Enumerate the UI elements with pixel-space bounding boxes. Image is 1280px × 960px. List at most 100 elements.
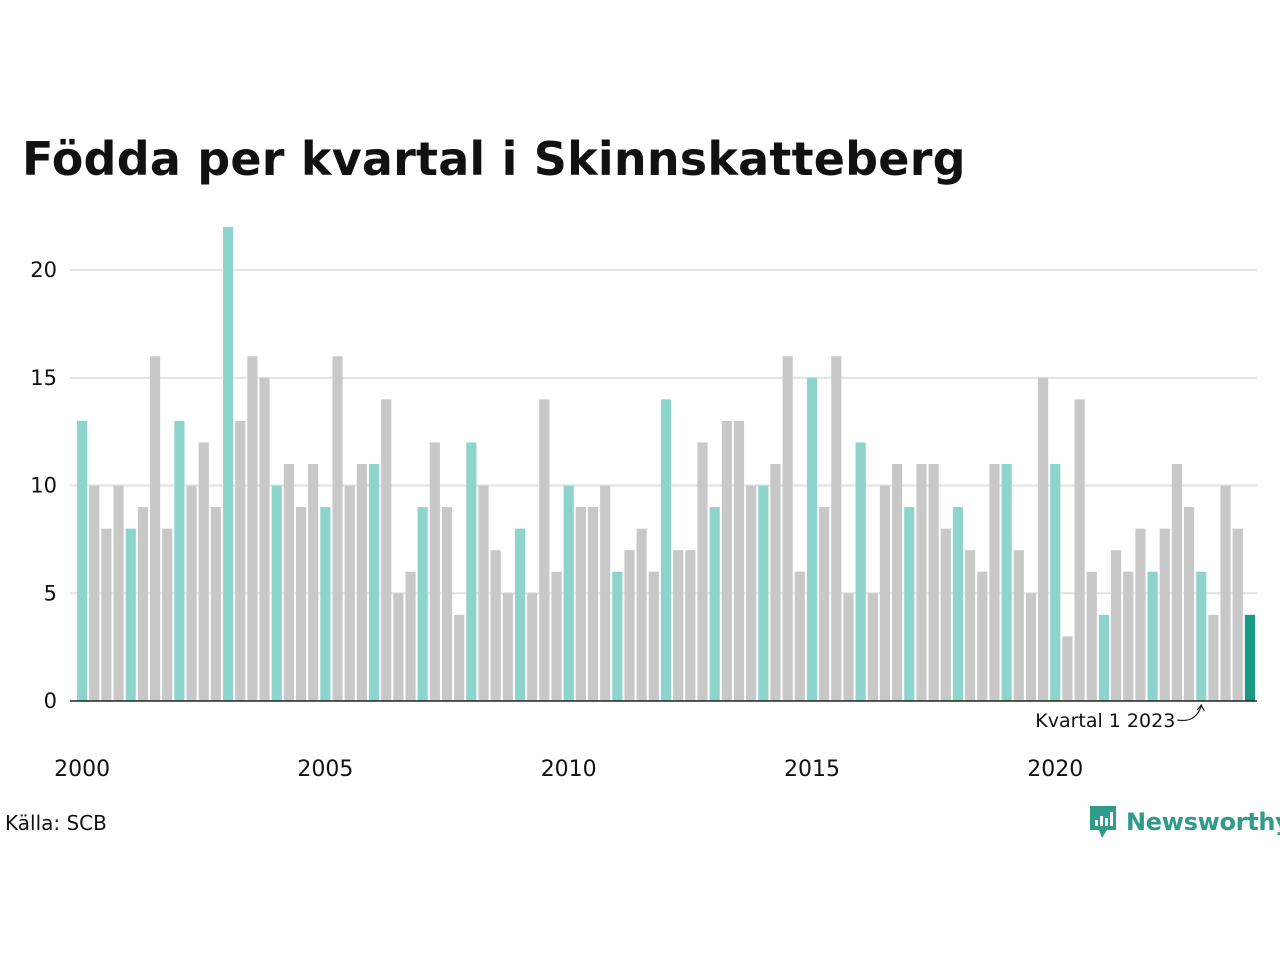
- x-axis-ticks: 2000 2005 2010 2015 2020: [54, 757, 1083, 782]
- bar: [843, 593, 854, 701]
- bar: [454, 614, 465, 701]
- bar: [502, 593, 513, 701]
- bar: [235, 420, 246, 701]
- bar: [1111, 550, 1122, 701]
- bar: [916, 464, 927, 701]
- bar: [149, 356, 161, 701]
- bar: [746, 485, 757, 701]
- x-tick-label: 2010: [541, 757, 597, 782]
- bar: [1038, 377, 1049, 701]
- brand-logo: Newsworthy: [1088, 803, 1280, 841]
- bar: [466, 442, 477, 701]
- bar: [1123, 571, 1134, 701]
- bar: [1050, 464, 1061, 701]
- bar: [441, 507, 453, 701]
- bar: [1025, 593, 1037, 701]
- bar: [514, 528, 526, 701]
- bar: [855, 442, 866, 701]
- bar: [490, 550, 501, 701]
- bar: [1159, 528, 1170, 701]
- bar: [794, 571, 805, 701]
- bar: [831, 356, 842, 701]
- bar: [210, 507, 221, 701]
- bar: [1244, 614, 1255, 701]
- bar: [758, 485, 769, 701]
- bar: [332, 356, 343, 701]
- bar: [198, 442, 209, 701]
- bar: [697, 442, 708, 701]
- bar: [928, 464, 939, 701]
- bar: [308, 464, 319, 701]
- bar: [1196, 571, 1207, 701]
- bar: [1147, 571, 1158, 701]
- bar: [222, 227, 234, 701]
- bar: [77, 420, 88, 701]
- bar: [770, 464, 781, 701]
- bar: [624, 550, 635, 701]
- bar: [1184, 507, 1195, 701]
- y-tick-label: 15: [30, 366, 57, 390]
- bar: [600, 485, 611, 701]
- bar: [1062, 636, 1073, 701]
- source-label: Källa: SCB: [5, 811, 107, 835]
- y-tick-label: 0: [44, 689, 57, 713]
- bar: [940, 528, 951, 701]
- y-tick-label: 20: [30, 258, 57, 282]
- newsworthy-logo-icon: [1090, 806, 1116, 838]
- y-tick-label: 10: [30, 474, 57, 498]
- bar: [636, 528, 647, 701]
- bar: [1135, 528, 1146, 701]
- bar: [174, 420, 185, 701]
- bar: [904, 507, 915, 701]
- bar: [1001, 464, 1012, 701]
- bar: [429, 442, 440, 701]
- bar: [1086, 571, 1097, 701]
- brand-name: Newsworthy: [1126, 808, 1280, 836]
- bar: [806, 377, 818, 701]
- bar: [977, 571, 988, 701]
- annotation-label: Kvartal 1 2023: [1035, 710, 1175, 732]
- annotation-arrow: [1177, 705, 1202, 722]
- bar: [563, 485, 574, 701]
- bar: [368, 464, 380, 701]
- bar: [295, 507, 307, 701]
- bar: [867, 593, 878, 701]
- bar: [539, 399, 550, 701]
- bar: [1098, 614, 1110, 701]
- bar: [819, 507, 830, 701]
- bar: [575, 507, 586, 701]
- bar: [283, 464, 294, 701]
- bar: [478, 485, 489, 701]
- bar: [660, 399, 672, 701]
- bar: [271, 485, 282, 701]
- annotation: Kvartal 1 2023: [1035, 703, 1205, 732]
- bar: [892, 464, 903, 701]
- chart-title: Födda per kvartal i Skinnskatteberg: [22, 132, 966, 186]
- bar: [320, 507, 331, 701]
- bar: [1074, 399, 1085, 701]
- bar: [952, 507, 964, 701]
- bar: [782, 356, 793, 701]
- bar: [162, 528, 173, 701]
- bar: [673, 550, 684, 701]
- bar: [101, 528, 112, 701]
- bar: [113, 485, 124, 701]
- bar: [1171, 464, 1183, 701]
- bar: [721, 420, 732, 701]
- bar: [551, 571, 562, 701]
- x-tick-label: 2000: [54, 757, 110, 782]
- bar: [685, 550, 696, 701]
- bar: [186, 485, 197, 701]
- bar: [527, 593, 538, 701]
- bar: [1013, 550, 1024, 701]
- bar: [344, 485, 355, 701]
- bar: [709, 507, 720, 701]
- annotation-arrowhead: [1196, 703, 1205, 712]
- bar-series: [77, 227, 1255, 701]
- bar: [89, 485, 100, 701]
- x-tick-label: 2005: [297, 757, 353, 782]
- bar: [989, 464, 1000, 701]
- bar: [247, 356, 258, 701]
- bar: [417, 507, 428, 701]
- bar: [587, 507, 599, 701]
